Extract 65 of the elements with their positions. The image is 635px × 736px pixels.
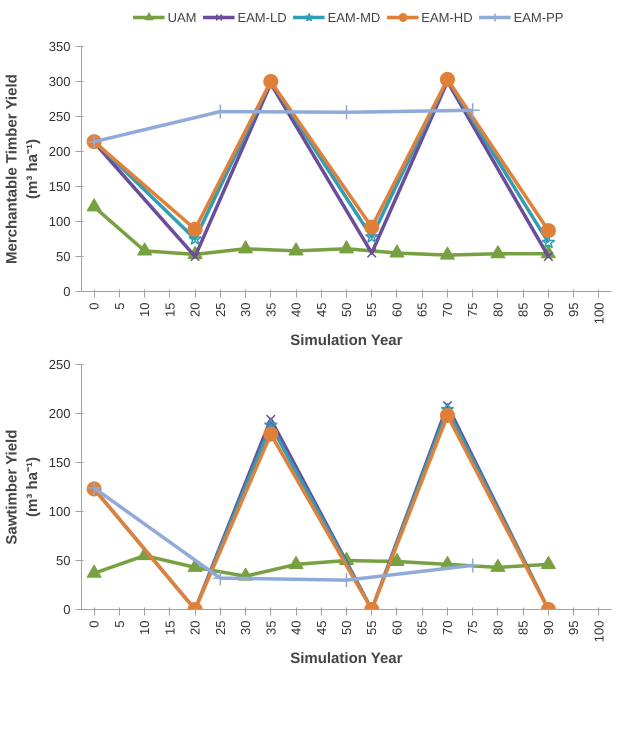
x-tick-label: 30	[238, 620, 254, 635]
x-tick-label: 85	[516, 302, 531, 317]
x-tick-label: 35	[263, 302, 278, 317]
x-axis-title: Simulation Year	[290, 332, 403, 350]
x-axis-title: Simulation Year	[290, 650, 403, 668]
y-tick-label: 150	[48, 455, 71, 470]
x-tick-label: 80	[490, 302, 506, 317]
x-tick-label: 10	[137, 302, 152, 317]
x-tick-label: 95	[566, 302, 582, 317]
x-tick-label: 60	[389, 302, 404, 317]
y-axis-title: Merchantable Timber Yield (m³ ha⁻¹)	[3, 74, 41, 264]
x-tick-label: 65	[414, 302, 430, 317]
x-tick-label: 85	[516, 620, 531, 635]
x-tick-label: 65	[414, 620, 430, 635]
y-tick-label: 50	[56, 553, 71, 568]
x-tick-label: 40	[288, 302, 304, 317]
x-tick-label: 100	[591, 302, 606, 324]
x-tick-label: 15	[162, 620, 178, 635]
x-tick-label: 0	[86, 302, 102, 310]
x-tick-label: 55	[364, 620, 380, 635]
x-tick-label: 25	[212, 620, 228, 635]
x-tick-label: 50	[339, 302, 354, 317]
legend-label: UAM	[168, 10, 196, 24]
x-tick-label: 5	[112, 302, 127, 310]
y-tick-label: 100	[48, 214, 71, 229]
x-tick-label: 0	[86, 620, 102, 628]
x-tick-label: 20	[188, 302, 203, 317]
x-tick-label: 5	[112, 620, 127, 628]
x-tick-label: 20	[188, 620, 203, 635]
x-tick-label: 95	[566, 620, 582, 635]
x-tick-label: 30	[238, 302, 254, 317]
x-tick-label: 70	[440, 302, 455, 317]
x-tick-label: 75	[465, 620, 480, 635]
y-tick-label: 250	[48, 357, 71, 372]
y-tick-label: 50	[56, 249, 71, 264]
y-tick-label: 0	[63, 284, 71, 299]
y-axis-title: Sawtimber Yield (m³ ha⁻¹)	[3, 430, 41, 545]
y-tick-label: 150	[48, 179, 71, 194]
x-tick-label: 70	[440, 620, 455, 635]
y-tick-label: 250	[48, 109, 71, 124]
y-tick-label: 200	[48, 144, 71, 159]
legend-label: EAM-PP	[514, 10, 564, 24]
x-tick-label: 90	[540, 620, 556, 635]
x-tick-label: 100	[591, 620, 606, 642]
x-tick-label: 40	[288, 620, 304, 635]
x-tick-label: 90	[540, 302, 556, 317]
x-tick-label: 45	[314, 620, 329, 635]
x-tick-label: 35	[263, 620, 278, 635]
y-tick-label: 350	[48, 39, 71, 54]
legend-label: EAM-MD	[328, 10, 380, 24]
x-tick-label: 80	[490, 620, 506, 635]
legend-label: EAM-LD	[237, 10, 287, 24]
x-tick-label: 15	[162, 302, 178, 317]
legend-label: EAM-HD	[421, 10, 473, 24]
y-tick-label: 300	[48, 74, 71, 89]
y-tick-label: 0	[63, 602, 71, 617]
x-tick-label: 55	[364, 302, 380, 317]
x-tick-label: 75	[465, 302, 480, 317]
y-tick-label: 200	[48, 406, 71, 421]
x-tick-label: 25	[212, 302, 228, 317]
x-tick-label: 50	[339, 620, 354, 635]
y-tick-label: 100	[48, 504, 71, 519]
x-tick-label: 45	[314, 302, 329, 317]
x-tick-label: 10	[137, 620, 152, 635]
x-tick-label: 60	[389, 620, 404, 635]
